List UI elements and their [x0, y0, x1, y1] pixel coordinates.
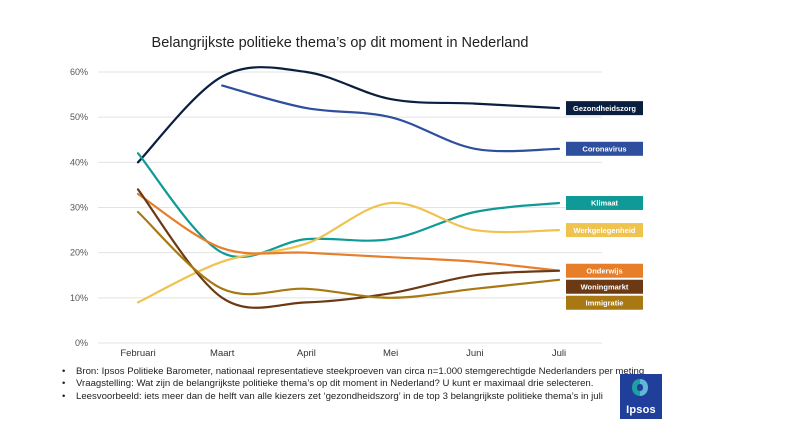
data-point-werkgelegenheid [389, 202, 392, 204]
data-point-gezondheidszorg [305, 71, 308, 73]
legend-box-immigratie [566, 295, 643, 310]
data-point-coronavirus [558, 147, 560, 150]
data-point-werkgelegenheid [137, 301, 139, 304]
data-point-onderwijs [221, 247, 223, 249]
data-point-coronavirus [389, 116, 392, 118]
ipsos-logo-mark-icon [632, 379, 648, 396]
data-point-onderwijs [137, 193, 139, 195]
data-point-werkgelegenheid [558, 229, 560, 231]
y-tick-label: 30% [70, 203, 88, 213]
legend-box-onderwijs [566, 263, 643, 278]
legend-box-klimaat [566, 195, 643, 210]
data-point-coronavirus [221, 84, 223, 87]
data-point-immigratie [389, 297, 392, 299]
y-tick-label: 20% [70, 248, 88, 258]
data-point-woningmarkt [221, 297, 223, 299]
data-point-onderwijs [474, 260, 476, 263]
x-tick-label: Juli [552, 348, 566, 359]
footnotes: Bron: Ipsos Politieke Barometer, nationa… [62, 366, 644, 404]
series-line-klimaat [136, 152, 561, 259]
legend-label-gezondheidszorg: Gezondheidszorg [573, 104, 636, 113]
data-point-woningmarkt [558, 269, 560, 272]
legend-box-coronavirus [566, 141, 643, 156]
series-line-coronavirus [221, 84, 561, 153]
footnote-source: Bron: Ipsos Politieke Barometer, nationa… [62, 366, 644, 379]
data-point-gezondheidszorg [137, 161, 139, 164]
data-point-woningmarkt [305, 301, 308, 304]
x-tick-label: Mei [383, 348, 398, 359]
y-axis-ticks: 0% 10% 20% 30% 40% 50% 60% [70, 67, 88, 348]
data-point-werkgelegenheid [305, 242, 308, 245]
y-tick-label: 0% [75, 338, 88, 348]
x-tick-label: April [297, 348, 316, 359]
data-point-woningmarkt [137, 188, 139, 191]
legend: Gezondheidszorg Coronavirus Klimaat Werkgel… [566, 101, 643, 310]
data-point-immigratie [474, 288, 476, 290]
y-tick-label: 50% [70, 112, 88, 122]
grid [98, 71, 602, 344]
ipsos-logo-text: Ipsos [626, 404, 656, 416]
data-point-klimaat [474, 211, 476, 213]
legend-label-immigratie: Immigratie [586, 298, 624, 307]
x-tick-label: Maart [210, 348, 235, 359]
data-point-gezondheidszorg [221, 75, 223, 78]
x-tick-label: Februari [120, 348, 155, 359]
data-point-klimaat [221, 251, 223, 254]
data-point-immigratie [137, 211, 139, 213]
data-point-coronavirus [474, 147, 476, 150]
legend-box-gezondheidszorg [566, 101, 643, 116]
data-point-klimaat [137, 152, 139, 155]
data-point-klimaat [389, 238, 392, 240]
data-point-coronavirus [305, 107, 308, 109]
x-tick-label: Juni [466, 348, 483, 359]
data-point-immigratie [305, 288, 308, 290]
ipsos-logo: Ipsos [620, 374, 662, 419]
data-point-immigratie [558, 278, 560, 281]
data-point-gezondheidszorg [474, 102, 476, 105]
data-point-gezondheidszorg [558, 107, 560, 109]
data-point-gezondheidszorg [389, 98, 392, 100]
legend-label-onderwijs: Onderwijs [586, 266, 622, 275]
data-point-immigratie [221, 288, 223, 290]
series-lines [136, 66, 561, 309]
data-point-woningmarkt [474, 274, 476, 277]
series-line-immigratie [136, 210, 561, 299]
legend-box-werkgelegenheid [566, 223, 643, 238]
y-tick-label: 40% [70, 157, 88, 167]
data-point-klimaat [558, 202, 560, 204]
series-line-woningmarkt [136, 188, 561, 309]
series-line-werkgelegenheid [136, 201, 561, 304]
footnote-question: Vraagstelling: Wat zijn de belangrijkste… [62, 378, 622, 391]
data-point-werkgelegenheid [221, 260, 223, 263]
data-point-woningmarkt [389, 292, 392, 295]
y-tick-label: 10% [70, 293, 88, 303]
legend-label-coronavirus: Coronavirus [582, 144, 626, 153]
data-point-klimaat [305, 238, 308, 240]
legend-label-werkgelegenheid: Werkgelegenheid [574, 226, 636, 235]
legend-label-klimaat: Klimaat [591, 199, 619, 208]
series-line-onderwijs [136, 192, 561, 272]
footnote-reading-example: Leesvoorbeeld: iets meer dan de helft va… [62, 391, 622, 404]
data-point-onderwijs [305, 251, 308, 254]
x-axis-ticks: Februari Maart April Mei Juni Juli [120, 348, 566, 359]
chart-title: Belangrijkste politieke thema’s op dit m… [152, 35, 529, 51]
legend-box-woningmarkt [566, 279, 643, 294]
legend-label-woningmarkt: Woningmarkt [581, 282, 629, 291]
series-line-gezondheidszorg [136, 66, 561, 164]
data-point-werkgelegenheid [474, 229, 476, 231]
data-point-onderwijs [389, 256, 392, 258]
y-tick-label: 60% [70, 67, 88, 77]
